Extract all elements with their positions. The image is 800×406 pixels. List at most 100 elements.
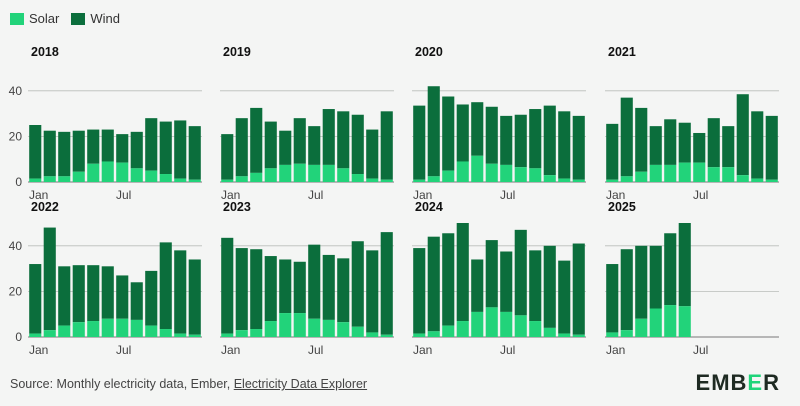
bar-solar — [308, 164, 321, 182]
bar-wind — [664, 119, 677, 165]
bar-wind — [101, 266, 114, 319]
bar-solar — [620, 330, 633, 337]
panel-title-2025: 2025 — [608, 200, 636, 214]
bar-wind — [43, 130, 56, 177]
bar-solar — [543, 327, 556, 337]
bar-solar — [337, 168, 350, 182]
bar-solar — [380, 179, 393, 182]
bar-solar — [264, 168, 277, 182]
bar-solar — [116, 318, 129, 337]
bar-solar — [130, 319, 143, 337]
panel-2025: 2025 Jan Jul — [605, 200, 779, 357]
bar-solar — [380, 334, 393, 337]
bar-wind — [707, 118, 720, 168]
x-tick-label: Jan — [606, 188, 625, 202]
bar-wind — [427, 236, 440, 332]
bar-wind — [543, 245, 556, 328]
bar-wind — [188, 259, 201, 335]
bar-solar — [664, 305, 677, 337]
bar-wind — [337, 111, 350, 169]
bar-wind — [413, 105, 426, 180]
x-tick-label: Jan — [29, 343, 48, 357]
bar-wind — [427, 86, 440, 177]
x-tick-label: Jan — [221, 343, 240, 357]
legend-item-wind: Wind — [71, 11, 120, 26]
bar-wind — [529, 109, 542, 169]
bar-solar — [279, 313, 292, 337]
bar-solar — [427, 331, 440, 337]
bar-solar — [606, 332, 619, 337]
y-tick-label: 40 — [9, 239, 23, 253]
bar-solar — [145, 325, 158, 337]
bar-solar — [308, 318, 321, 337]
bar-solar — [250, 172, 263, 182]
y-tick-label: 0 — [15, 175, 22, 189]
bar-wind — [514, 114, 527, 168]
bar-solar — [413, 179, 426, 182]
x-tick-label: Jul — [693, 188, 708, 202]
x-tick-label: Jan — [413, 343, 432, 357]
bar-solar — [351, 174, 364, 182]
bar-solar — [87, 321, 100, 337]
bar-wind — [221, 237, 234, 334]
bar-wind — [380, 111, 393, 180]
bar-wind — [514, 229, 527, 316]
bar-wind — [72, 130, 85, 172]
bar-solar — [235, 176, 248, 182]
bar-solar — [707, 167, 720, 182]
bar-wind — [635, 245, 648, 319]
bar-solar — [471, 155, 484, 182]
bar-wind — [664, 233, 677, 306]
bar-solar — [43, 176, 56, 182]
bar-solar — [471, 311, 484, 337]
bar-wind — [471, 259, 484, 312]
bar-solar — [351, 326, 364, 337]
bar-solar — [58, 325, 71, 337]
bar-solar — [606, 179, 619, 182]
panel-title-2020: 2020 — [415, 45, 443, 59]
bar-wind — [159, 242, 172, 330]
bar-solar — [635, 318, 648, 337]
bar-solar — [413, 333, 426, 337]
panel-title-2019: 2019 — [223, 45, 251, 59]
bar-solar — [678, 162, 691, 182]
bar-wind — [572, 243, 585, 335]
bar-solar — [29, 178, 42, 182]
bar-solar — [514, 167, 527, 182]
bar-solar — [174, 178, 187, 182]
panel-2022: 2022 0 20 40 Jan Jul — [9, 200, 202, 357]
bar-wind — [442, 233, 455, 326]
bar-wind — [101, 129, 114, 162]
bar-solar — [442, 325, 455, 337]
bar-solar — [293, 313, 306, 337]
source-link[interactable]: Electricity Data Explorer — [233, 377, 368, 391]
bar-wind — [456, 104, 469, 162]
bar-wind — [116, 134, 129, 163]
bar-wind — [72, 265, 85, 323]
bar-wind — [293, 261, 306, 314]
chart-area: 2018 0 20 40 Jan Jul 2019 Jan Jul 2020 Jan Jul 2021 J… — [9, 45, 779, 357]
bar-wind — [337, 258, 350, 323]
x-tick-label: Jul — [308, 343, 323, 357]
bar-wind — [693, 132, 706, 163]
bar-solar — [456, 321, 469, 337]
bar-solar — [174, 333, 187, 337]
bar-wind — [736, 94, 749, 176]
bar-wind — [29, 125, 42, 179]
bar-wind — [351, 241, 364, 327]
bar-wind — [221, 134, 234, 180]
panel-2023: 2023 Jan Jul — [220, 200, 394, 357]
bar-solar — [456, 161, 469, 182]
bar-wind — [235, 118, 248, 177]
bar-solar — [145, 170, 158, 182]
bar-solar — [664, 164, 677, 182]
bar-solar — [485, 163, 498, 182]
bar-solar — [678, 306, 691, 337]
bar-wind — [174, 250, 187, 334]
bar-solar — [43, 330, 56, 337]
bar-solar — [72, 171, 85, 182]
panel-2021: 2021 Jan Jul — [605, 45, 779, 202]
panel-2019: 2019 Jan Jul — [220, 45, 394, 202]
bar-wind — [308, 126, 321, 165]
panel-2020: 2020 Jan Jul — [412, 45, 586, 202]
